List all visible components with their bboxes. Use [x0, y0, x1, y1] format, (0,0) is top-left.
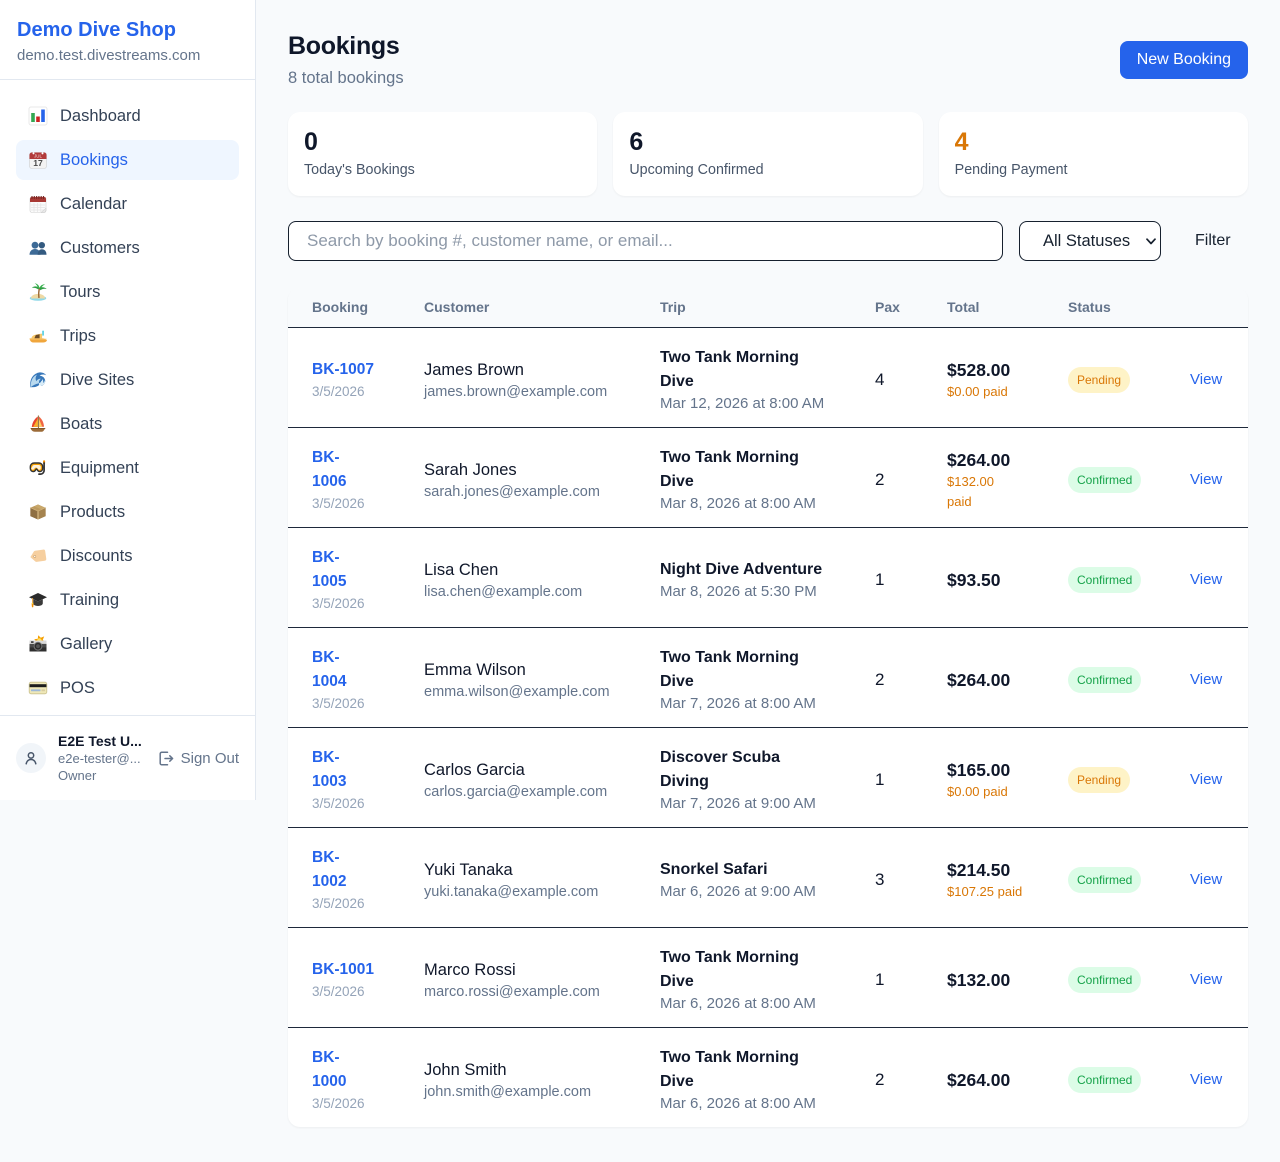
svg-text:JUL: JUL	[34, 154, 42, 159]
svg-text:17: 17	[33, 158, 43, 168]
